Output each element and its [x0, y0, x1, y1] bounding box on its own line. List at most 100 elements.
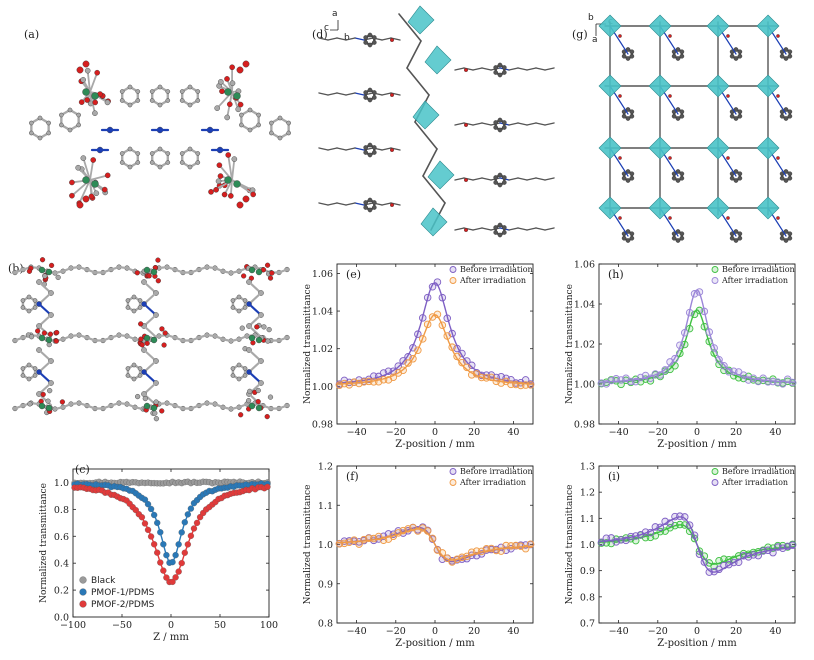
atom-metal	[91, 92, 99, 100]
atom-c	[157, 146, 163, 152]
atom-c	[165, 160, 171, 165]
atom-c	[787, 53, 793, 59]
bond	[13, 404, 25, 410]
atom-c	[671, 175, 677, 181]
bond	[508, 67, 519, 71]
atom-o	[776, 216, 780, 220]
bond	[261, 404, 273, 410]
atom-c	[787, 235, 793, 241]
x-tick-label: 40	[769, 427, 781, 438]
y-tick-label: 0.0	[54, 613, 69, 624]
atom-o	[776, 94, 780, 98]
atom-c	[119, 160, 125, 165]
atom-metal	[38, 402, 46, 410]
atom-c	[737, 113, 743, 119]
atom-metal	[82, 176, 90, 184]
atom	[219, 88, 225, 95]
legend-entry: Black	[91, 576, 116, 586]
axis-indicator-d: a c b	[324, 9, 350, 43]
atom-c	[131, 362, 137, 368]
atom-c	[629, 49, 635, 55]
atom-c	[135, 89, 141, 94]
atom-c	[286, 130, 291, 136]
atom-c	[149, 160, 155, 165]
atom	[27, 401, 33, 407]
axis-letter-c: c	[324, 23, 329, 33]
coordination-polyhedron	[427, 160, 455, 190]
atom	[104, 99, 111, 106]
atom-c	[137, 373, 143, 378]
atom	[215, 178, 222, 185]
atom-c	[367, 32, 373, 38]
atom-c	[256, 122, 261, 128]
bond	[517, 177, 528, 181]
atom-c	[127, 102, 133, 108]
coordination-polyhedron	[756, 196, 780, 220]
atom	[218, 79, 224, 85]
atom-c	[493, 125, 498, 130]
atom-c	[242, 305, 248, 310]
atom-c	[230, 373, 236, 378]
atom-c	[195, 98, 201, 103]
bond	[231, 158, 236, 181]
atom-c	[679, 175, 685, 181]
atom	[69, 192, 75, 199]
bond	[165, 266, 177, 271]
atom-c	[497, 127, 503, 133]
atom	[54, 329, 60, 336]
atom-metal	[248, 266, 256, 274]
atom-metal	[45, 268, 53, 276]
x-tick-label: 50	[214, 620, 226, 631]
atom	[229, 64, 235, 71]
atom-c	[372, 95, 377, 100]
atom-c	[497, 117, 503, 123]
atom-c	[131, 308, 137, 314]
atom-c	[779, 53, 785, 59]
atom-c	[733, 229, 739, 234]
x-tick-label: −20	[648, 427, 668, 438]
bond	[526, 67, 537, 71]
bond	[526, 177, 537, 181]
y-tick-label: 1.04	[574, 300, 595, 311]
y-axis-label: Normalized transmittance	[303, 485, 313, 605]
atom	[138, 336, 144, 342]
bond	[109, 402, 121, 407]
atom	[26, 268, 33, 274]
atom-c	[187, 164, 193, 170]
atom-metal	[248, 402, 256, 410]
atom-c	[783, 169, 789, 174]
x-tick-label: 0	[694, 427, 700, 438]
bond	[535, 177, 546, 181]
atom-c	[230, 305, 236, 310]
atom-c	[787, 231, 793, 237]
atom-c	[242, 373, 248, 378]
atom-c	[675, 107, 681, 112]
bond	[77, 402, 89, 407]
bond	[318, 92, 329, 96]
coordination-polyhedron	[407, 5, 435, 35]
atom	[40, 391, 46, 398]
atom	[146, 273, 152, 279]
fit-curve	[598, 309, 796, 384]
atom-c	[37, 135, 43, 141]
atom	[90, 157, 97, 163]
bond	[61, 266, 73, 273]
atom-c	[493, 180, 498, 185]
legend-marker	[79, 588, 87, 596]
y-axis-label: Normalized transmittance	[565, 485, 575, 605]
atom-c	[497, 232, 503, 238]
coordination-polyhedron	[756, 14, 780, 38]
legend-entry: After irradiation	[721, 276, 788, 285]
coordination-polyhedron	[706, 136, 730, 160]
bond	[481, 177, 492, 181]
panel-label-a: (a)	[24, 28, 39, 41]
atom-c	[119, 89, 125, 94]
atom	[238, 412, 244, 418]
atom-metal	[233, 92, 241, 100]
atom-c	[783, 238, 789, 243]
atom-c	[675, 169, 681, 174]
atom-c	[675, 238, 681, 243]
atom-o	[668, 216, 672, 220]
atom-c	[621, 235, 627, 241]
atom-c	[733, 178, 739, 183]
